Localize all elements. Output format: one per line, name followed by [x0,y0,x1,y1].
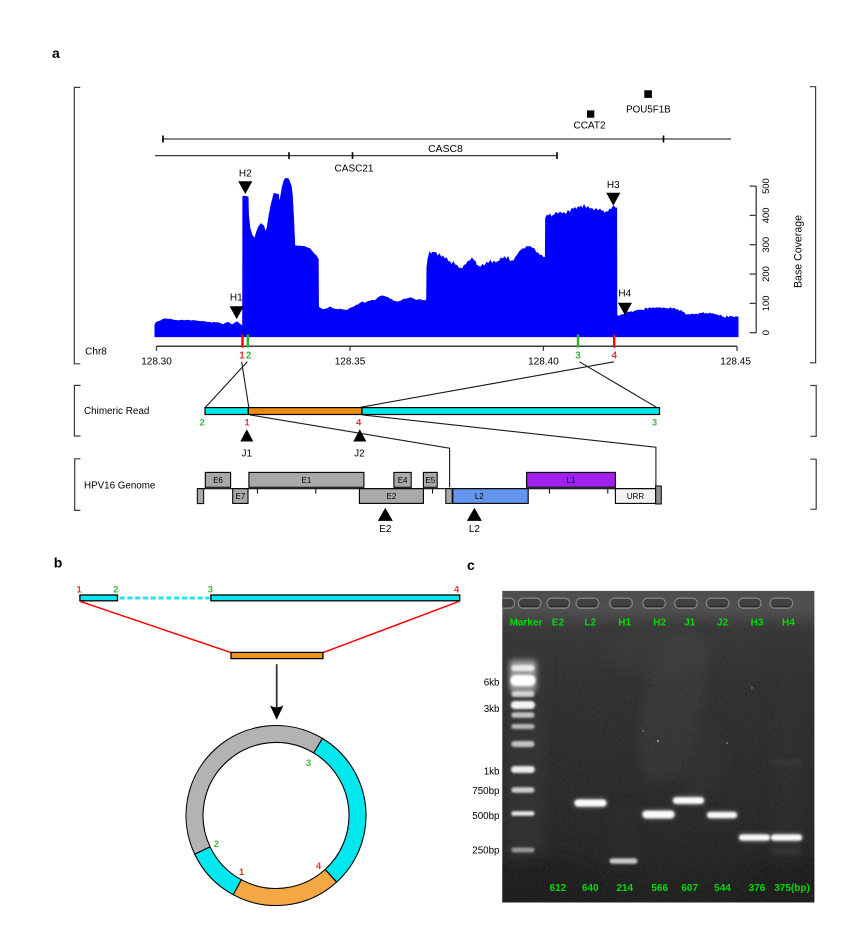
svg-text:Chr8: Chr8 [85,346,107,357]
svg-text:CCAT2: CCAT2 [573,121,605,132]
svg-text:1kb: 1kb [484,766,500,777]
svg-text:2: 2 [200,417,205,427]
svg-text:E1: E1 [302,476,312,485]
svg-text:H1: H1 [230,292,243,303]
svg-text:H4: H4 [782,618,795,629]
svg-text:L2: L2 [469,524,481,535]
svg-text:c: c [467,557,475,573]
svg-text:250bp: 250bp [472,846,500,857]
svg-text:E5: E5 [425,476,435,485]
svg-text:J2: J2 [354,449,365,460]
svg-text:1: 1 [239,350,245,361]
svg-text:Chimeric Read: Chimeric Read [84,406,149,417]
svg-text:4: 4 [611,350,617,361]
svg-text:HPV16 Genome: HPV16 Genome [84,481,156,492]
svg-text:566: 566 [651,883,668,894]
svg-text:375(bp): 375(bp) [774,883,810,894]
svg-text:URR: URR [627,492,645,501]
svg-text:128.45: 128.45 [720,357,751,368]
svg-text:750bp: 750bp [472,786,500,797]
svg-text:E7: E7 [236,492,246,501]
svg-text:3: 3 [652,417,657,427]
svg-text:3kb: 3kb [484,704,500,715]
svg-text:J1: J1 [684,618,696,629]
svg-text:J2: J2 [717,618,729,629]
svg-text:0: 0 [760,330,771,335]
svg-text:3: 3 [575,350,581,361]
svg-text:128.35: 128.35 [335,357,366,368]
svg-text:214: 214 [616,883,633,894]
svg-text:Base Coverage: Base Coverage [792,215,804,288]
svg-text:376: 376 [749,883,766,894]
svg-text:Marker: Marker [510,618,543,629]
svg-text:E2: E2 [379,524,392,535]
svg-text:4: 4 [316,861,322,871]
svg-text:500: 500 [760,178,771,194]
svg-text:128.30: 128.30 [141,357,172,368]
svg-text:100: 100 [760,296,771,312]
svg-text:1: 1 [77,584,82,594]
svg-text:1: 1 [239,867,244,877]
svg-text:2: 2 [214,839,219,849]
svg-text:500bp: 500bp [472,811,500,822]
svg-text:128.40: 128.40 [528,357,559,368]
svg-text:L2: L2 [475,492,484,501]
svg-text:3: 3 [208,584,213,594]
svg-text:300: 300 [760,237,771,253]
svg-text:H3: H3 [607,180,620,191]
svg-text:POU5F1B: POU5F1B [626,104,671,115]
svg-text:612: 612 [550,883,567,894]
svg-text:E2: E2 [387,492,397,501]
svg-text:4: 4 [356,417,362,427]
svg-text:4: 4 [454,584,460,594]
svg-text:H2: H2 [653,618,666,629]
svg-text:CASC21: CASC21 [335,164,374,175]
svg-text:a: a [52,45,60,61]
svg-text:2: 2 [246,350,252,361]
svg-text:1: 1 [244,417,249,427]
svg-text:J1: J1 [242,449,253,460]
svg-text:607: 607 [681,883,698,894]
svg-text:H3: H3 [751,618,764,629]
svg-text:H4: H4 [618,289,631,300]
svg-text:b: b [54,555,63,571]
svg-text:CASC8: CASC8 [428,144,463,155]
svg-text:E2: E2 [552,618,565,629]
svg-text:200: 200 [760,266,771,282]
svg-text:L2: L2 [584,618,596,629]
svg-text:E4: E4 [398,476,408,485]
svg-text:400: 400 [760,208,771,224]
svg-text:L1: L1 [567,476,576,485]
svg-text:2: 2 [113,584,118,594]
svg-text:6kb: 6kb [484,678,500,689]
svg-text:544: 544 [714,883,731,894]
svg-text:H1: H1 [618,618,631,629]
svg-text:640: 640 [582,883,599,894]
svg-text:E6: E6 [213,476,223,485]
svg-text:3: 3 [306,758,311,768]
svg-text:H2: H2 [239,168,252,179]
